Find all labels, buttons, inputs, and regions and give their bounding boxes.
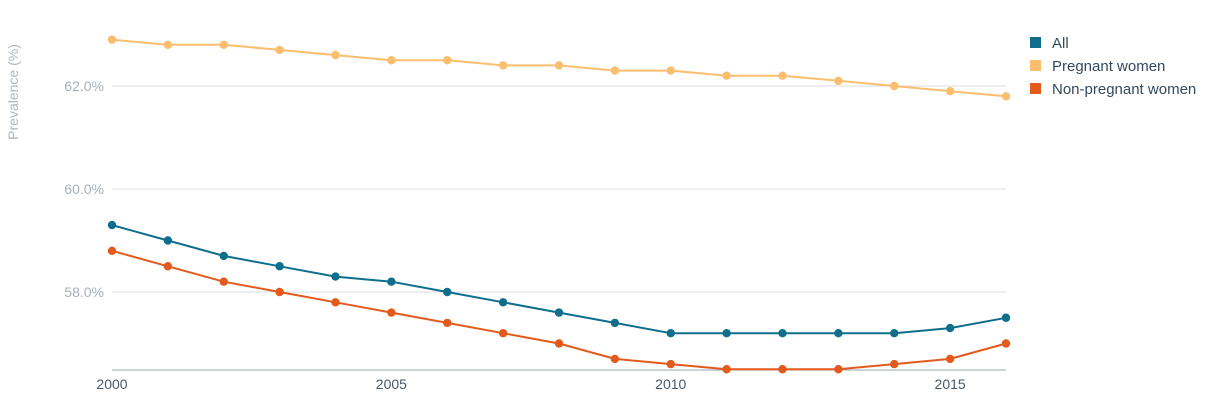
data-point-all (945, 323, 955, 333)
data-point-non-pregnant-women (275, 287, 284, 297)
data-point-all (890, 329, 899, 338)
data-point-pregnant-women (107, 35, 117, 44)
data-point-non-pregnant-women (387, 308, 396, 317)
data-point-pregnant-women (443, 56, 452, 65)
y-tick-label: 58.0% (64, 284, 104, 300)
legend-label-non-pregnant-women: Non-pregnant women (1052, 81, 1196, 98)
data-point-all (834, 329, 843, 338)
data-point-all (275, 262, 284, 271)
data-point-all (219, 251, 228, 261)
data-point-pregnant-women (890, 81, 899, 91)
data-point-non-pregnant-women (666, 359, 675, 369)
legend-label-pregnant-women: Pregnant women (1052, 58, 1165, 75)
data-point-pregnant-women (331, 50, 340, 60)
data-point-pregnant-women (387, 56, 396, 65)
data-point-pregnant-women (834, 76, 843, 86)
data-point-all (722, 329, 731, 338)
series-layer (107, 35, 1011, 374)
data-point-non-pregnant-women (498, 329, 508, 338)
x-tick-label: 2010 (655, 376, 686, 392)
data-point-all (443, 287, 452, 297)
data-point-non-pregnant-women (331, 298, 340, 307)
data-point-all (554, 308, 564, 317)
data-point-all (778, 329, 787, 338)
data-point-pregnant-women (554, 61, 564, 70)
data-point-all (107, 220, 117, 230)
data-point-non-pregnant-women (610, 354, 620, 364)
data-point-pregnant-women (163, 40, 173, 49)
data-point-pregnant-women (610, 66, 620, 75)
y-tick-label: 62.0% (64, 78, 104, 94)
data-point-pregnant-women (666, 66, 675, 75)
data-point-non-pregnant-women (443, 318, 452, 328)
data-point-non-pregnant-women (945, 354, 955, 364)
data-point-non-pregnant-women (722, 365, 731, 374)
legend: All Pregnant women Non-pregnant women (1030, 35, 1196, 98)
legend-label-all: All (1052, 35, 1069, 52)
series-line-all (111, 224, 1007, 335)
data-point-pregnant-women (722, 71, 731, 80)
axis-layer: 58.0% 60.0% 62.0% 2000 2005 2010 2015 (64, 78, 1006, 392)
grid-layer (112, 85, 1006, 293)
legend-swatch-pregnant-women (1030, 60, 1041, 71)
data-point-non-pregnant-women (554, 339, 564, 348)
x-tick-label: 2000 (96, 376, 127, 392)
data-point-non-pregnant-women (890, 359, 899, 369)
y-axis-title: Prevalence (%) (5, 44, 21, 140)
data-point-all (610, 318, 620, 328)
data-point-pregnant-women (778, 71, 787, 80)
y-tick-label: 60.0% (64, 181, 104, 197)
data-point-all (163, 236, 173, 245)
data-point-all (387, 277, 396, 286)
data-point-all (498, 298, 508, 307)
data-point-all (331, 272, 340, 281)
data-point-non-pregnant-women (107, 246, 117, 255)
data-point-non-pregnant-women (1001, 339, 1011, 348)
data-point-all (1001, 313, 1011, 322)
legend-swatch-all (1030, 37, 1041, 48)
data-point-non-pregnant-women (834, 365, 843, 374)
data-point-pregnant-women (498, 61, 508, 70)
data-point-pregnant-women (275, 45, 284, 55)
legend-swatch-non-pregnant-women (1030, 83, 1041, 94)
data-point-non-pregnant-women (778, 365, 787, 374)
data-point-pregnant-women (1001, 92, 1011, 101)
data-point-pregnant-women (219, 40, 228, 49)
data-point-pregnant-women (945, 86, 955, 96)
data-point-all (666, 329, 675, 338)
data-point-non-pregnant-women (163, 262, 173, 271)
data-point-non-pregnant-women (219, 277, 228, 286)
x-tick-label: 2015 (935, 376, 966, 392)
x-tick-label: 2005 (376, 376, 407, 392)
